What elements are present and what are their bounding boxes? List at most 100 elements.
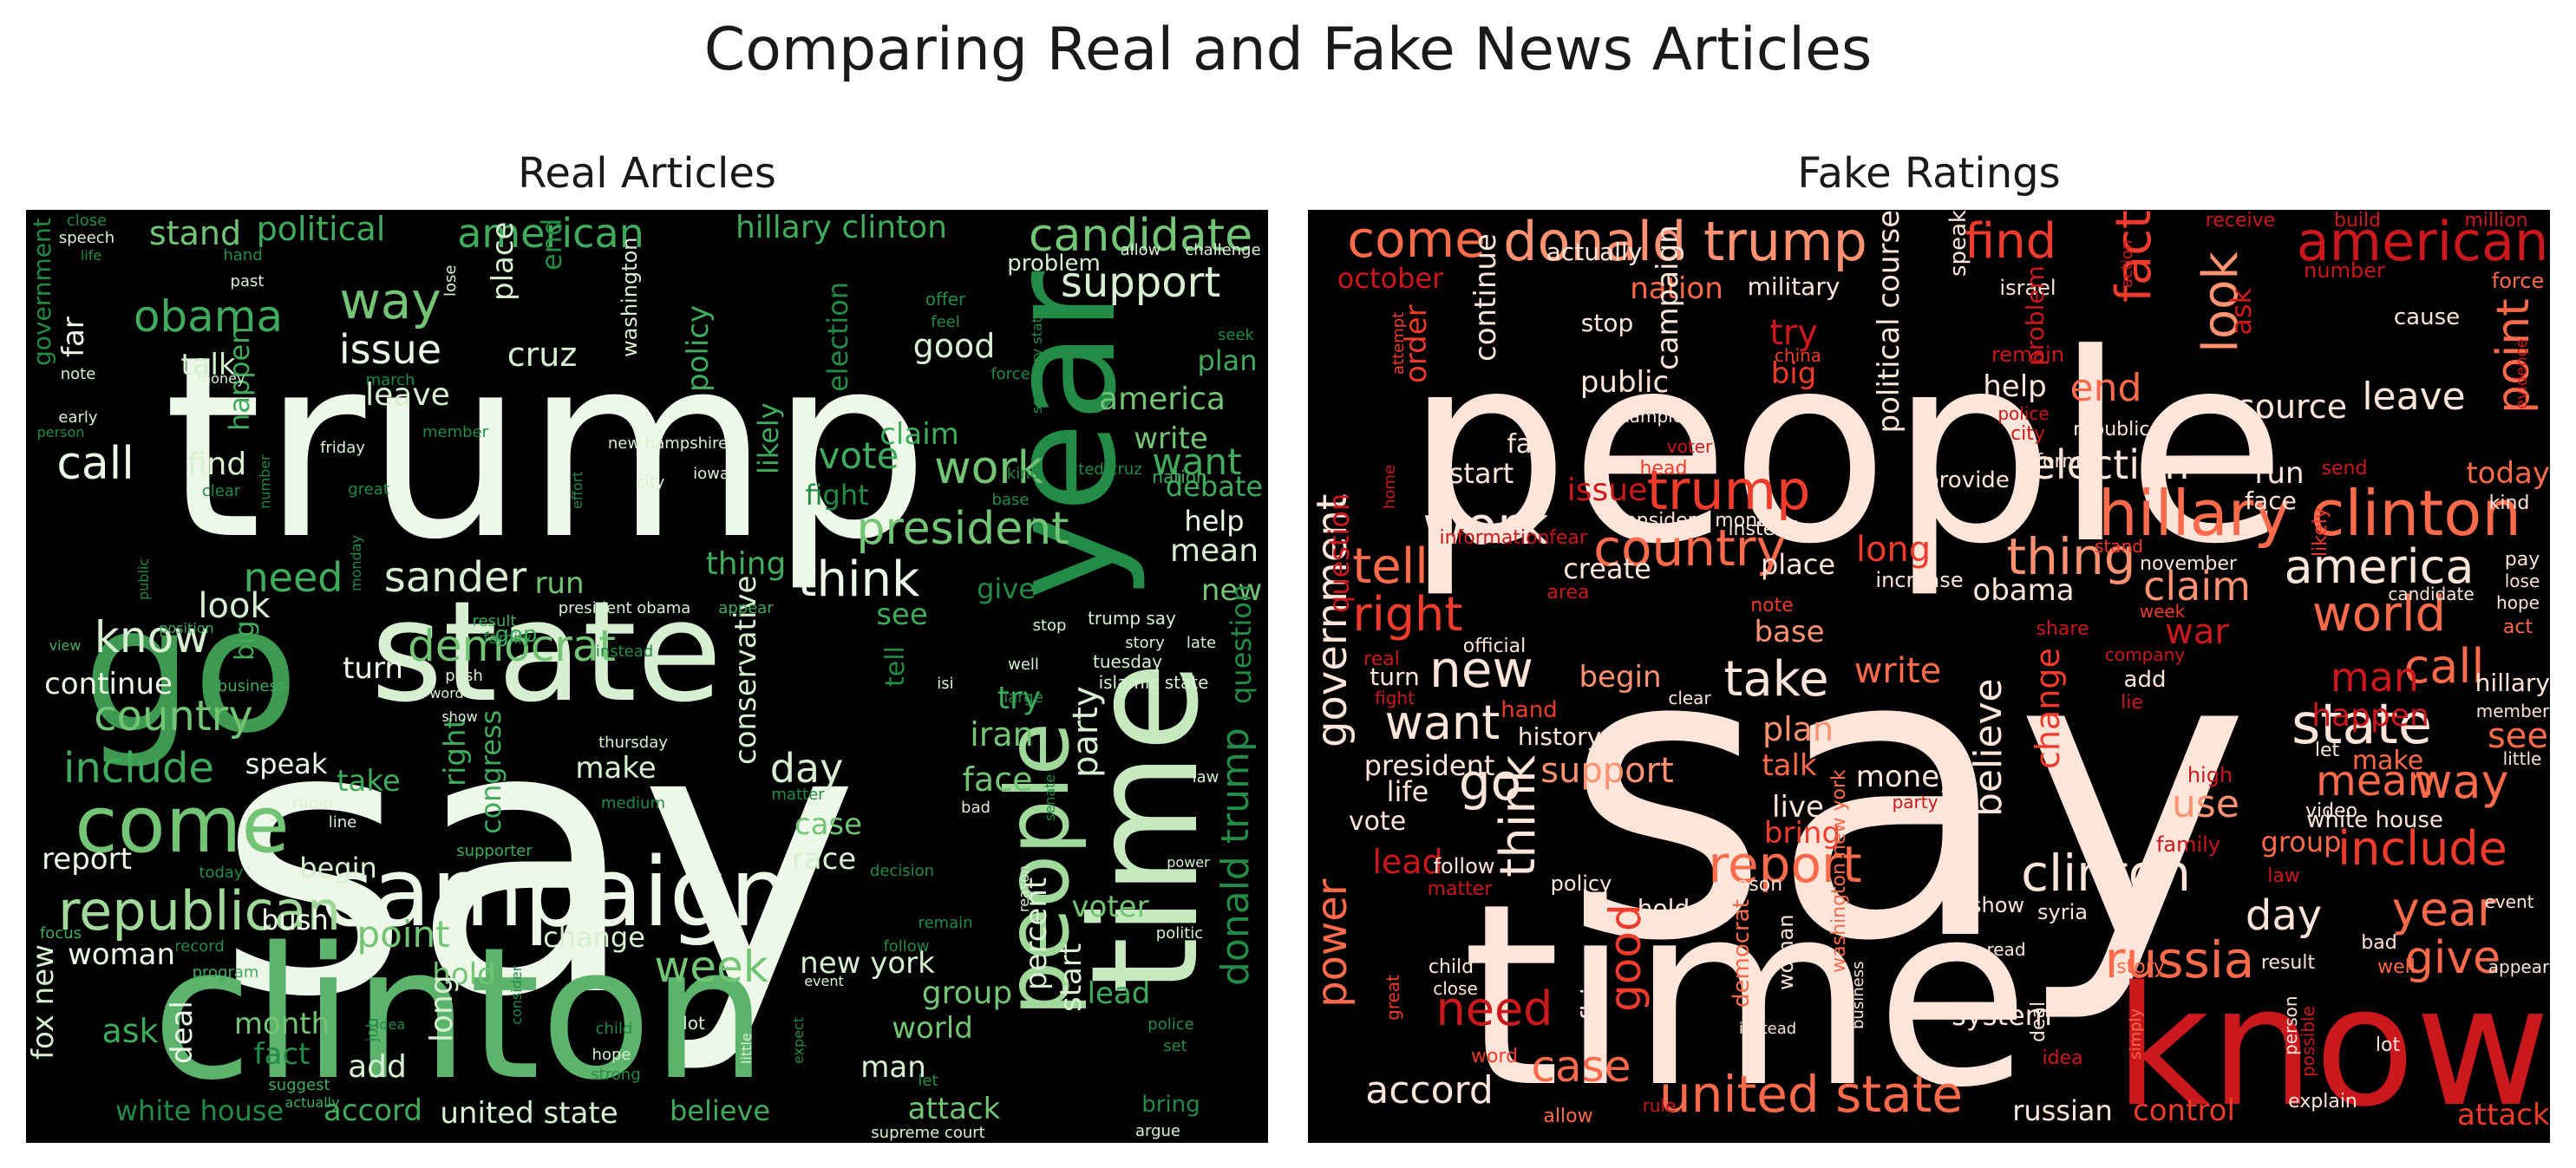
word-real-money: money	[198, 370, 245, 387]
word-real-tell: tell	[880, 646, 911, 687]
word-real-effort: effort	[569, 471, 585, 509]
word-cloud-fake: say people time know hillary clinton donald t…	[1308, 210, 2550, 1143]
word-real-iowa: iowa	[693, 465, 729, 483]
word-real-find: find	[187, 447, 246, 482]
word-fake-word: word	[1471, 1046, 1518, 1067]
word-fake-obama: obama	[1972, 573, 2074, 608]
word-fake-hold: hold	[1638, 894, 1690, 923]
word-real-conservative: conservative	[729, 576, 763, 765]
word-fake-million: million	[2464, 210, 2527, 232]
word-fake-support: support	[1540, 751, 1674, 791]
word-fake-hillary-clinton: hillary clinton	[2098, 477, 2521, 550]
word-fake-hand: hand	[1500, 697, 1557, 723]
word-real-close: close	[67, 212, 107, 230]
word-real-likely: likely	[752, 402, 785, 474]
word-fake-tell: tell	[1352, 538, 1429, 595]
word-real-happen: happen	[223, 327, 256, 431]
word-fake-create: create	[1563, 552, 1651, 585]
word-fake-allow: allow	[1543, 1106, 1592, 1127]
word-fake-note: note	[1750, 595, 1794, 617]
word-fake-company: company	[2105, 644, 2185, 665]
word-fake-trump: trump	[1647, 459, 1811, 522]
word-fake-build: build	[2334, 210, 2381, 232]
word-real-donald-trump: donald trump	[1213, 728, 1258, 986]
word-fake-november: november	[2140, 553, 2238, 575]
word-real-appear: appear	[718, 599, 774, 617]
word-real-fox-new: fox new	[26, 944, 61, 1060]
word-real-run: run	[534, 566, 584, 601]
word-real-include: include	[63, 744, 214, 793]
word-fake-place: place	[1761, 548, 1835, 581]
word-fake-attack: attack	[2457, 1098, 2550, 1132]
word-real-remain: remain	[918, 914, 972, 932]
word-real-change: change	[543, 921, 645, 954]
word-real-large: large	[1004, 688, 1043, 707]
word-fake-talk: talk	[1762, 748, 1817, 783]
word-fake-claim: claim	[2143, 563, 2251, 610]
word-fake-want: want	[1385, 695, 1500, 750]
word-real-number: number	[257, 454, 273, 509]
word-real-start: start	[1054, 943, 1089, 1012]
word-real-white-house: white house	[115, 1094, 284, 1127]
word-real-rubio: rubio	[292, 794, 332, 812]
word-fake-police: police	[1997, 403, 2049, 424]
word-real-past: past	[231, 272, 265, 290]
word-fake-cause: cause	[2394, 304, 2460, 330]
word-fake-problem: problem	[2021, 265, 2050, 366]
word-fake-number: number	[2304, 258, 2385, 283]
word-fake-lose: lose	[2505, 571, 2540, 591]
word-real-matter: matter	[771, 786, 825, 804]
word-real-big: big	[230, 621, 260, 661]
word-real-march: march	[366, 371, 415, 389]
word-real-claim: claim	[879, 417, 959, 452]
word-real-sander: sander	[384, 553, 527, 602]
word-fake-provide: provide	[1925, 467, 2010, 493]
word-fake-send: send	[2322, 458, 2368, 480]
word-fake-democrat: democrat	[1729, 899, 1755, 1008]
word-fake-campaign: campaign	[1651, 225, 1685, 370]
word-real-secretary-state: secretary state	[1029, 309, 1045, 414]
word-fake-week: week	[2140, 601, 2186, 622]
word-fake-year: year	[2392, 882, 2497, 936]
word-real-new-york: new york	[800, 946, 935, 981]
word-real-long: long	[424, 975, 460, 1042]
word-real-right: right	[438, 717, 473, 786]
word-real-come: come	[75, 780, 290, 871]
word-fake-child: child	[1429, 956, 1474, 978]
word-fake-voter: voter	[1667, 436, 1713, 457]
word-fake-change: change	[2029, 648, 2067, 769]
word-real-kind: kind	[1007, 465, 1040, 483]
word-cloud-real: say trump clinton go state year time campaign pe…	[26, 210, 1268, 1143]
word-real-take: take	[337, 764, 401, 799]
word-fake-force: force	[2492, 269, 2544, 293]
word-fake-possible: possible	[2298, 1006, 2318, 1077]
word-real-write: write	[1134, 421, 1207, 456]
word-real-united-state: united state	[440, 1096, 618, 1131]
panel-title-fake: Fake Ratings	[1797, 149, 2061, 198]
word-fake-need: need	[1436, 982, 1553, 1036]
word-real-congress: congress	[474, 710, 507, 834]
word-real-say: say	[216, 645, 860, 1079]
word-real-good: good	[913, 327, 996, 365]
word-real-result: result	[473, 612, 517, 630]
word-real-supreme-court: supreme court	[871, 1124, 984, 1142]
word-real-add: add	[348, 1049, 407, 1085]
word-real-tuesday: tuesday	[1093, 651, 1162, 672]
word-real-week: week	[654, 942, 768, 992]
word-fake-party: party	[1893, 792, 1939, 812]
word-real-force: force	[991, 365, 1030, 383]
word-fake-call: call	[2404, 639, 2485, 694]
word-fake-face: face	[2245, 486, 2297, 515]
word-real-talk: talk	[180, 348, 236, 382]
word-fake-business: business	[1849, 962, 1867, 1029]
word-real-world: world	[892, 1011, 973, 1046]
word-fake-instead: instead	[1728, 519, 1798, 540]
word-fake-pay: pay	[2505, 549, 2540, 571]
word-real-far: far	[56, 316, 91, 357]
word-fake-war: war	[2165, 612, 2229, 652]
word-fake-accord: accord	[1365, 1068, 1494, 1113]
word-fake-october: october	[1337, 262, 1444, 295]
word-fake-right: right	[1353, 587, 1463, 642]
word-real-debate: debate	[1166, 470, 1263, 503]
word-fake-far: far	[1507, 429, 1543, 460]
